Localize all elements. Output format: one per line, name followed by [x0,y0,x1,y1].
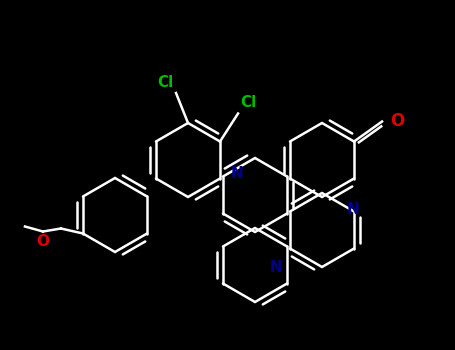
Text: N: N [231,166,243,181]
Text: Cl: Cl [240,96,256,111]
Text: N: N [270,259,283,274]
Text: O: O [36,234,50,250]
Text: N: N [347,203,359,217]
Text: O: O [390,112,404,131]
Text: Cl: Cl [158,75,174,90]
